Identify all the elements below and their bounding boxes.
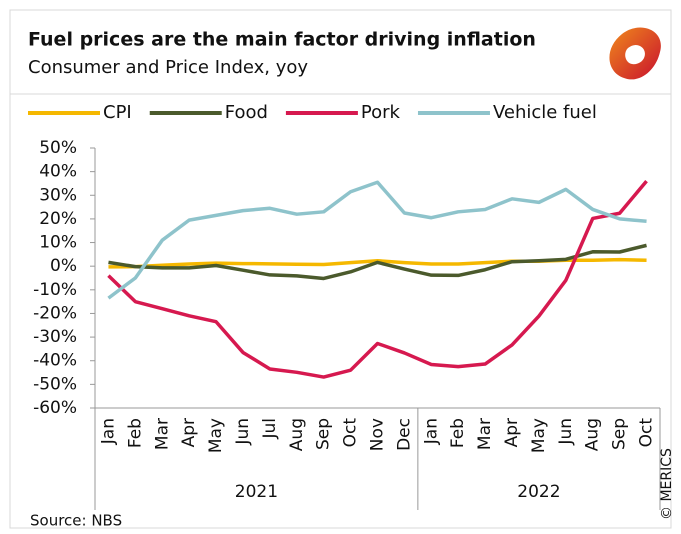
x-tick-label: Feb (125, 418, 145, 448)
source: Source: NBS (30, 512, 122, 530)
legend-label: Food (225, 102, 268, 123)
x-tick-label: Mar (475, 418, 495, 450)
x-tick-label: Jun (233, 418, 253, 446)
y-tick-label: 50% (39, 138, 77, 158)
y-tick-label: -40% (33, 351, 77, 371)
y-tick-label: -60% (33, 398, 77, 418)
y-tick-label: -50% (33, 374, 77, 394)
x-tick-label: Aug (583, 418, 603, 451)
x-tick-label: Oct (341, 418, 361, 448)
legend-label: Pork (361, 102, 401, 123)
y-tick-label: 30% (39, 185, 77, 205)
series-line (107, 180, 647, 300)
credit: © MERICS (659, 448, 675, 520)
y-tick-label: 20% (39, 209, 77, 229)
x-tick-label: May (206, 418, 226, 453)
y-tick-label: 0% (50, 256, 77, 276)
x-tick-label: Jul (260, 418, 280, 440)
y-tick-label: 10% (39, 233, 77, 253)
series-line (108, 243, 647, 281)
x-tick-label: Jun (556, 418, 576, 446)
x-tick-label: Jan (98, 418, 118, 445)
logo-shape (609, 27, 661, 80)
group-label: 2021 (235, 482, 278, 502)
y-tick-label: 40% (39, 162, 77, 182)
legend-label: Vehicle fuel (493, 102, 597, 123)
x-tick-label: Apr (502, 418, 522, 447)
logo (609, 27, 661, 80)
y-tick-label: -10% (33, 280, 77, 300)
y-tick-label: -20% (33, 303, 77, 323)
chart-title: Fuel prices are the main factor driving … (28, 29, 536, 51)
series-line (107, 179, 648, 379)
x-tick-label: Dec (394, 418, 414, 451)
group-label: 2022 (517, 482, 560, 502)
x-tick-label: Mar (152, 418, 172, 450)
x-tick-label: Feb (448, 418, 468, 448)
x-tick-label: May (529, 418, 549, 453)
x-tick-label: Nov (368, 418, 388, 451)
frame (9, 9, 672, 529)
x-tick-label: Sep (610, 418, 630, 450)
y-tick-label: -30% (33, 327, 77, 347)
x-tick-label: Oct (637, 418, 657, 448)
x-tick-label: Apr (179, 418, 199, 447)
chart-subtitle: Consumer and Price Index, yoy (28, 57, 308, 78)
legend-label: CPI (103, 102, 132, 123)
x-tick-label: Aug (287, 418, 307, 451)
x-tick-label: Jan (421, 418, 441, 445)
x-tick-label: Sep (314, 418, 334, 450)
